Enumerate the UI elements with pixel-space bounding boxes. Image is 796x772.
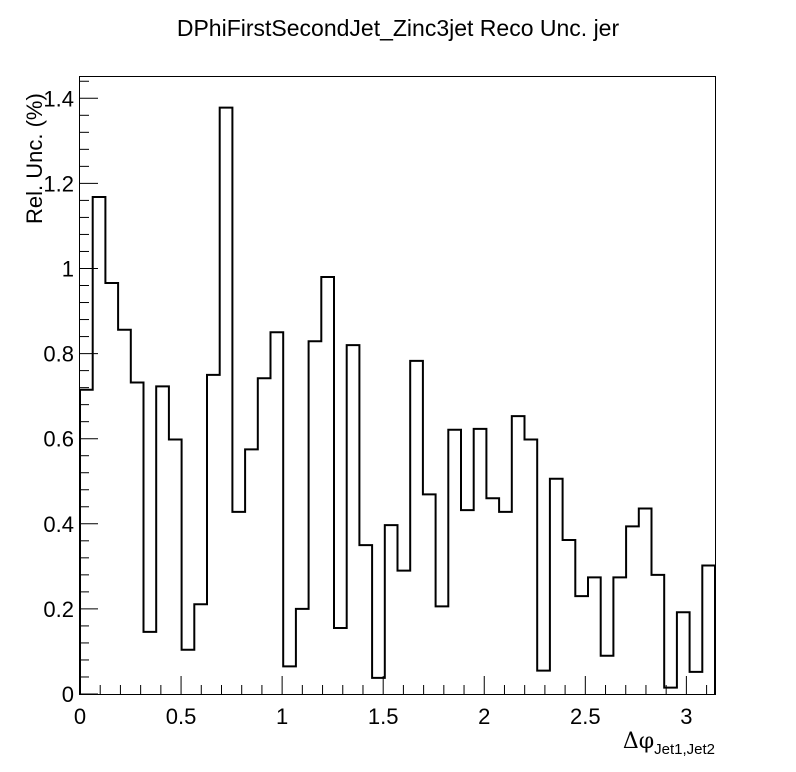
- x-axis-label: ΔφJet1,Jet2: [623, 729, 715, 758]
- y-tick-label: 0.4: [43, 512, 74, 537]
- plot-frame: [79, 76, 716, 695]
- y-tick-label: 0.8: [43, 342, 74, 367]
- y-axis-label: Rel. Unc. (%): [22, 93, 47, 224]
- y-tick-label: 0.2: [43, 597, 74, 622]
- y-tick-label: 1.2: [43, 171, 74, 196]
- y-tick-label: 0.6: [43, 427, 74, 452]
- axis-ticks: [79, 80, 708, 695]
- y-tick-label: 1.4: [43, 86, 74, 111]
- y-tick-label: 0: [62, 682, 74, 707]
- x-tick-label: 2.5: [570, 704, 601, 729]
- x-axis-label-sub: Jet1,Jet2: [654, 741, 715, 758]
- x-tick-label: 1.5: [368, 704, 399, 729]
- x-tick-label: 3: [680, 704, 692, 729]
- chart-title: DPhiFirstSecondJet_Zinc3jet Reco Unc. je…: [177, 15, 620, 41]
- axis-tick-labels: 0 0.5 1 1.5 2 2.5 3 0 0.2 0.4 0.6 0.8 1 1.2 1.4: [43, 86, 692, 729]
- y-tick-label: 1: [62, 256, 74, 281]
- x-tick-label: 0.5: [166, 704, 197, 729]
- x-tick-label: 0: [74, 704, 86, 729]
- x-axis-label-main: Δφ: [623, 729, 654, 754]
- histogram-outline: [79, 106, 716, 694]
- x-tick-label: 2: [478, 704, 490, 729]
- x-tick-label: 1: [276, 704, 288, 729]
